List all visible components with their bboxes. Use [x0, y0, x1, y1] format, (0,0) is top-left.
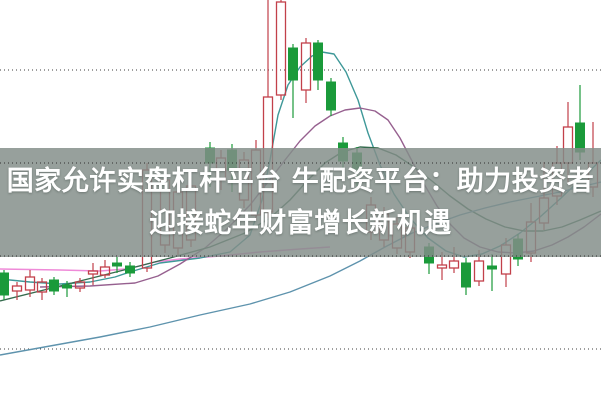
banner-band [0, 148, 601, 257]
